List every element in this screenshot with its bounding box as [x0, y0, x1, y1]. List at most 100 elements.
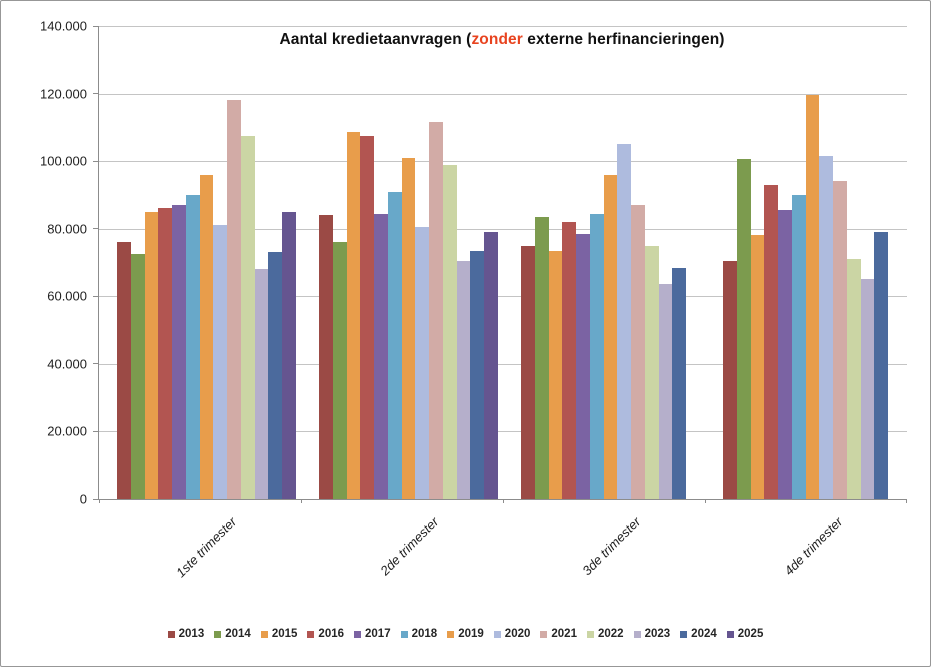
bar-2014 — [534, 216, 549, 499]
bar-2023 — [860, 279, 875, 499]
legend-swatch-icon — [540, 630, 548, 638]
y-axis-tick — [93, 25, 99, 27]
bar-2014 — [130, 254, 145, 499]
bar-group — [301, 26, 503, 499]
bar-2013 — [117, 242, 131, 499]
bar-2017 — [778, 210, 792, 499]
x-axis-tick — [99, 499, 100, 503]
legend-item-2019: 2019 — [447, 628, 484, 640]
x-axis-tick — [503, 499, 504, 503]
bar-2018 — [185, 194, 200, 499]
x-axis-label: 2de trimester — [377, 514, 442, 579]
bar-2018 — [791, 194, 806, 499]
legend-swatch-icon — [214, 630, 222, 638]
legend-label: 2020 — [504, 628, 531, 640]
legend-item-2021: 2021 — [540, 628, 577, 640]
legend-label: 2013 — [178, 628, 205, 640]
x-axis-label: 1ste trimester — [173, 514, 240, 581]
bar-group — [503, 26, 705, 499]
bar-2021 — [227, 100, 241, 499]
bar-group — [99, 26, 301, 499]
chart-title-highlight: zonder — [471, 31, 523, 48]
legend-swatch-icon — [493, 630, 501, 638]
legend-label: 2019 — [458, 628, 484, 640]
bar-2015 — [548, 250, 563, 499]
bar-2022 — [442, 164, 457, 499]
legend-swatch-icon — [307, 630, 315, 638]
legend-swatch-icon — [354, 630, 362, 638]
bar-2024 — [672, 267, 687, 499]
bar-2022 — [846, 259, 861, 499]
legend-label: 2023 — [644, 628, 671, 640]
legend-item-2015: 2015 — [260, 628, 298, 640]
chart-title-prefix: Aantal kredietaanvragen ( — [279, 31, 472, 48]
bar-2017 — [374, 213, 388, 499]
y-axis-label: 20.000 — [47, 423, 87, 439]
bar-2014 — [332, 242, 347, 499]
y-axis-tick — [93, 363, 99, 365]
chart-title-suffix: externe herfinancieringen) — [522, 31, 725, 48]
y-axis-tick — [93, 93, 99, 95]
bar-group — [705, 26, 907, 499]
bar-2017 — [172, 205, 186, 499]
bar-2018 — [589, 213, 604, 499]
legend-swatch-icon — [633, 630, 641, 638]
bar-2025 — [282, 211, 296, 499]
gridline — [99, 26, 907, 27]
bar-2016 — [764, 184, 779, 499]
legend-label: 2017 — [365, 628, 391, 640]
legend-item-2022: 2022 — [586, 628, 624, 640]
bar-2019 — [401, 157, 416, 499]
legend-item-2017: 2017 — [354, 628, 391, 640]
x-axis-label: 3de trimester — [579, 514, 644, 579]
legend-label: 2025 — [737, 628, 764, 640]
bar-2013 — [319, 215, 333, 499]
bar-2021 — [833, 181, 847, 499]
plot-area — [93, 25, 907, 503]
y-axis: 0 20.000 40.000 60.000 80.000 100.000 120.000 1… — [1, 19, 91, 507]
bar-2023 — [456, 260, 471, 499]
bar-2016 — [158, 208, 173, 499]
legend-label: 2016 — [318, 628, 345, 640]
bar-2013 — [521, 245, 535, 499]
legend-item-2020: 2020 — [493, 628, 531, 640]
bar-2020 — [415, 227, 430, 499]
bar-2014 — [736, 159, 751, 499]
gridline — [99, 431, 907, 433]
legend-label: 2014 — [225, 628, 251, 640]
y-axis-tick — [93, 160, 99, 162]
legend-item-2014: 2014 — [214, 628, 251, 640]
gridline — [99, 296, 907, 298]
bar-2022 — [240, 135, 255, 499]
legend-label: 2015 — [271, 628, 298, 640]
bar-2023 — [658, 284, 673, 499]
y-axis-label: 60.000 — [47, 288, 87, 304]
legend-swatch-icon — [447, 630, 455, 638]
bar-2019 — [199, 174, 214, 499]
bar-2019 — [805, 95, 820, 499]
bar-2021 — [429, 122, 443, 499]
bar-2013 — [723, 260, 737, 499]
chart-title: Aantal kredietaanvragen (zonder externe … — [98, 31, 906, 49]
bar-2018 — [387, 191, 402, 499]
legend-label: 2022 — [597, 628, 624, 640]
gridline — [99, 363, 907, 365]
bar-groups — [99, 26, 907, 499]
x-axis-label: 4de trimester — [781, 514, 846, 579]
legend-label: 2021 — [551, 628, 577, 640]
bar-2020 — [819, 156, 834, 499]
legend-swatch-icon — [726, 630, 734, 638]
y-axis-label: 100.000 — [40, 153, 87, 169]
bar-2016 — [562, 221, 577, 499]
y-axis-tick — [93, 498, 99, 500]
gridline — [99, 93, 907, 95]
legend-item-2013: 2013 — [167, 628, 205, 640]
legend-item-2018: 2018 — [400, 628, 437, 640]
y-axis-tick — [93, 430, 99, 432]
legend-swatch-icon — [400, 630, 408, 638]
legend-swatch-icon — [260, 630, 268, 638]
y-axis-label: 0 — [79, 491, 87, 507]
legend-swatch-icon — [167, 630, 175, 638]
legend-item-2025: 2025 — [726, 628, 764, 640]
